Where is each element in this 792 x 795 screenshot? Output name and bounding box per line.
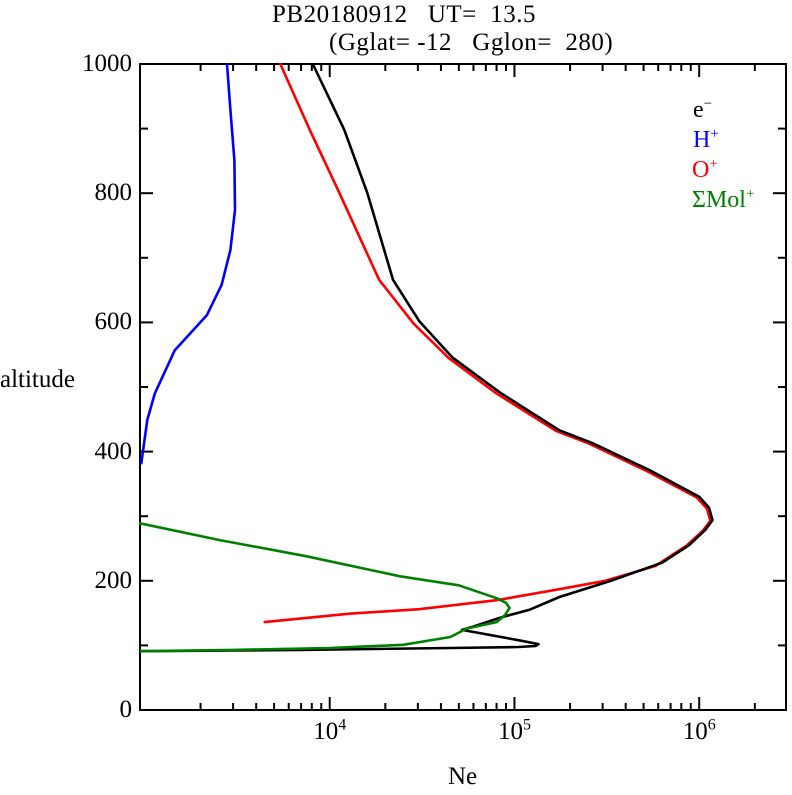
legend-mol-plus-sup: + [745,186,755,202]
y-axis-title: altitude [0,366,75,393]
y-tick-label: 200 [94,566,133,594]
plot-subtitle: (Gglat= -12 Gglon= 280) [329,29,614,56]
legend-item-mol-plus: ΣMol+ [692,186,755,214]
y-tick-label: 400 [94,437,133,465]
legend-o-plus-sup: + [709,156,718,172]
legend-h-plus-sup: + [710,126,719,142]
legend-item-h-plus: H+ [693,126,719,154]
x-tick-label: 105 [497,716,531,745]
curve-Mol-plus [139,522,511,653]
y-tick-label: 600 [94,308,133,336]
x-tick-label: 104 [313,716,347,745]
legend-mol-plus-label: ΣMol [692,187,746,213]
x-axis-title: Ne [448,763,478,790]
x-tick-label: 106 [682,716,716,745]
plot-frame [139,63,787,711]
y-tick-label: 1000 [82,50,132,77]
curve-H-plus [140,63,237,465]
legend-electron-sup: − [703,96,713,112]
plot-title: PB20180912 UT= 13.5 [272,1,537,28]
legend-item-o-plus: O+ [692,156,718,184]
legend-item-electron: e− [693,96,713,124]
curve-O-plus [263,63,712,624]
legend-o-plus-label: O [692,157,710,183]
legend-electron-label: e [693,97,704,123]
y-tick-label: 0 [119,696,133,723]
curve-electron [139,63,714,653]
y-tick-label: 800 [94,179,133,207]
legend-h-plus-label: H [693,127,711,153]
